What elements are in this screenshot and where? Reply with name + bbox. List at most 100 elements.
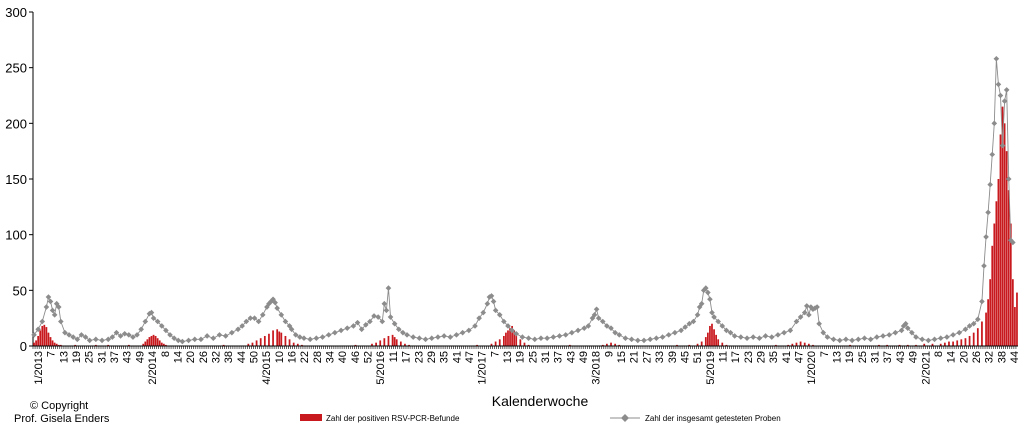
tested-samples-point xyxy=(519,334,526,340)
tested-samples-point xyxy=(830,336,837,343)
tested-samples-point xyxy=(585,323,592,329)
tested-samples-point xyxy=(476,315,482,321)
tested-samples-point xyxy=(278,312,285,318)
positive-bar xyxy=(812,344,814,346)
x-tick-label: 15 xyxy=(616,351,628,363)
positive-bar xyxy=(278,331,281,346)
tested-samples-point xyxy=(259,312,266,318)
y-tick-label: 0 xyxy=(20,339,27,354)
tested-samples-point xyxy=(723,327,730,334)
tested-samples-point xyxy=(950,332,956,338)
tested-samples-point xyxy=(1010,239,1016,246)
x-tick-label: 37 xyxy=(553,351,565,363)
tested-samples-point xyxy=(453,332,460,338)
tested-samples-point xyxy=(892,329,899,336)
tested-samples-point xyxy=(255,318,262,325)
x-tick-label: 44 xyxy=(1009,351,1021,363)
tested-samples-point xyxy=(121,330,128,337)
tested-samples-point xyxy=(270,296,276,303)
tested-samples-point xyxy=(441,333,447,339)
tested-samples-point xyxy=(816,320,822,327)
tested-samples-point xyxy=(472,323,478,329)
tested-samples-point xyxy=(641,337,647,344)
tested-samples-point xyxy=(599,318,606,325)
tested-samples-point xyxy=(422,336,429,343)
x-tick-label: 13 xyxy=(832,351,844,363)
tested-samples-point xyxy=(814,304,820,310)
positive-bar xyxy=(255,340,258,346)
x-tick-label: 1/2017 xyxy=(477,351,489,385)
x-tick-label: 1/2013 xyxy=(33,351,45,385)
tested-samples-point xyxy=(979,298,985,305)
x-tick-label: 10 xyxy=(274,351,286,363)
x-tick-label: 35 xyxy=(439,351,451,363)
x-tick-label: 26 xyxy=(971,351,983,363)
tested-samples-point xyxy=(849,337,855,344)
positive-bar xyxy=(706,332,709,346)
tested-samples-point xyxy=(909,329,915,336)
tested-samples-point xyxy=(109,334,116,340)
tested-samples-point xyxy=(274,305,280,311)
x-tick-label: 8 xyxy=(160,351,172,357)
positive-bar xyxy=(976,328,979,346)
tested-samples-point xyxy=(991,120,998,127)
tested-samples-point xyxy=(307,336,313,343)
positive-bar xyxy=(898,344,901,346)
x-tick-label: 14 xyxy=(946,351,958,363)
tested-samples-point xyxy=(148,309,155,316)
positive-bar xyxy=(956,340,959,346)
tested-samples-line xyxy=(33,58,1014,343)
tested-samples-point xyxy=(997,92,1004,99)
tested-samples-point xyxy=(150,315,157,321)
positive-bar xyxy=(614,343,617,346)
tested-samples-point xyxy=(595,315,602,321)
tested-samples-point xyxy=(694,312,701,318)
tested-samples-point xyxy=(886,332,893,338)
x-tick-label: 9 xyxy=(603,351,615,357)
tested-samples-point xyxy=(744,335,750,342)
tested-samples-point xyxy=(74,336,81,343)
positive-bar xyxy=(94,344,97,346)
tested-samples-point xyxy=(569,329,575,336)
tested-samples-point xyxy=(1005,176,1012,182)
x-tick-label: 47 xyxy=(794,351,806,363)
positive-bar xyxy=(717,339,720,346)
tested-samples-point xyxy=(379,318,386,325)
positive-bar xyxy=(987,299,989,346)
positive-bar xyxy=(923,343,926,346)
tested-samples-point xyxy=(593,306,600,313)
tested-samples-point xyxy=(531,336,538,343)
positive-bar xyxy=(960,339,963,346)
x-tick-label: 31 xyxy=(96,351,108,363)
positive-bar xyxy=(55,343,58,346)
positive-bar xyxy=(301,344,303,346)
tested-samples-point xyxy=(35,326,41,333)
x-tick-label: 40 xyxy=(337,351,349,363)
tested-samples-point xyxy=(925,337,932,344)
tested-samples-point xyxy=(937,335,944,342)
positive-bar xyxy=(259,338,262,346)
positive-bar xyxy=(601,344,604,346)
tested-samples-point xyxy=(185,337,192,344)
tested-samples-point xyxy=(167,332,173,338)
positive-bar xyxy=(41,325,44,346)
tested-samples-point xyxy=(843,336,849,343)
positive-bar xyxy=(995,201,998,346)
tested-samples-point xyxy=(191,336,198,343)
positive-bar xyxy=(507,330,509,346)
tested-samples-point xyxy=(904,325,911,331)
tested-samples-point xyxy=(82,334,89,340)
positive-bar xyxy=(33,342,35,346)
x-tick-label: 49 xyxy=(578,351,590,363)
tested-samples-point xyxy=(975,316,981,323)
tested-samples-point xyxy=(492,307,499,314)
x-tick-label: 44 xyxy=(236,351,248,363)
tested-samples-point xyxy=(628,336,635,343)
y-tick-label: 150 xyxy=(5,172,27,187)
tested-samples-point xyxy=(198,336,204,343)
positive-bar xyxy=(991,245,994,346)
tested-samples-point xyxy=(247,315,254,321)
positive-bar xyxy=(713,329,715,346)
positive-bar xyxy=(968,335,971,346)
x-tick-label: 43 xyxy=(565,351,577,363)
